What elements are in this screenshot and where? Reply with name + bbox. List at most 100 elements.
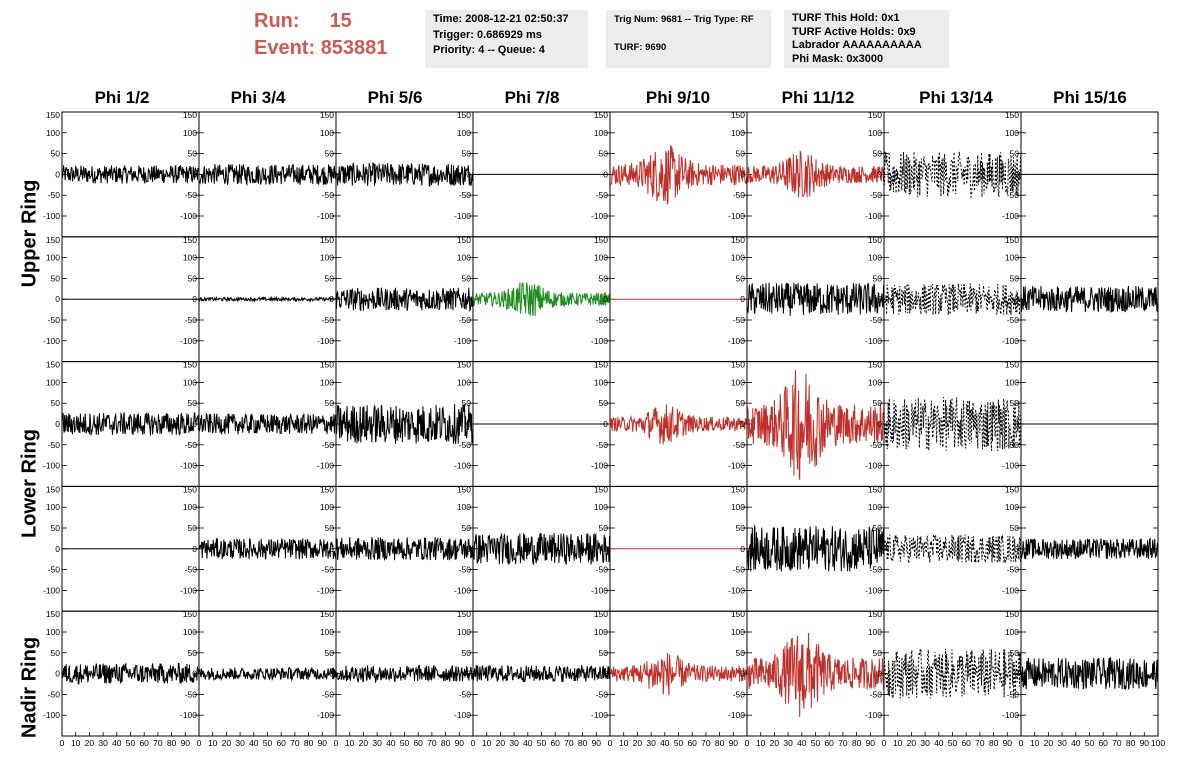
waveform-trace — [198, 295, 337, 303]
y-tick-label: 150 — [1005, 484, 1019, 494]
y-tick-label: -50 — [870, 689, 883, 699]
x-tick-label: 0 — [471, 738, 476, 748]
x-tick-label: 30 — [646, 738, 656, 748]
y-tick-label: -50 — [1007, 440, 1020, 450]
y-tick-label: -50 — [596, 190, 609, 200]
y-tick-label: -100 — [865, 461, 882, 471]
x-tick-label: 50 — [400, 738, 410, 748]
y-tick-label: -100 — [591, 336, 608, 346]
column-title-phi-15-16: Phi 15/16 — [1053, 88, 1127, 107]
waveform-trace — [198, 537, 337, 560]
y-tick-label: -100 — [865, 211, 882, 221]
x-tick-label: 10 — [756, 738, 766, 748]
x-tick-label: 90 — [729, 738, 739, 748]
y-tick-label: -100 — [317, 336, 334, 346]
y-tick-label: 50 — [462, 523, 472, 533]
y-tick-label: 100 — [731, 128, 745, 138]
x-tick-label: 10 — [619, 738, 629, 748]
x-tick-label: 80 — [304, 738, 314, 748]
y-tick-label: -50 — [870, 190, 883, 200]
run-value: 15 — [329, 10, 352, 32]
priority-line: Priority: 4 -- Queue: 4 — [433, 44, 545, 56]
x-tick-label: 40 — [660, 738, 670, 748]
y-tick-label: 0 — [329, 169, 334, 179]
x-tick-label: 50 — [126, 738, 136, 748]
x-tick-label: 20 — [359, 738, 369, 748]
y-tick-label: 50 — [51, 149, 61, 159]
y-tick-label: -100 — [591, 585, 608, 595]
x-tick-label: 80 — [1126, 738, 1136, 748]
x-tick-label: 90 — [592, 738, 602, 748]
y-tick-label: 150 — [457, 235, 471, 245]
y-tick-label: 150 — [594, 484, 608, 494]
y-tick-label: 0 — [877, 544, 882, 554]
waveform-trace — [883, 283, 1022, 315]
y-tick-label: -50 — [459, 315, 472, 325]
y-tick-label: -50 — [733, 190, 746, 200]
y-tick-label: -50 — [733, 315, 746, 325]
x-tick-label: 40 — [386, 738, 396, 748]
y-tick-label: 100 — [594, 128, 608, 138]
y-tick-label: 100 — [46, 253, 60, 263]
y-tick-label: -100 — [591, 461, 608, 471]
run-event-block: Run: 15 Event: 853881 — [254, 8, 387, 62]
y-tick-label: 0 — [1014, 544, 1019, 554]
y-tick-label: -100 — [317, 211, 334, 221]
x-tick-label: 20 — [907, 738, 917, 748]
waveform-trace — [198, 667, 337, 682]
y-tick-label: -100 — [43, 710, 60, 720]
y-tick-label: -100 — [317, 710, 334, 720]
y-tick-label: -50 — [1007, 315, 1020, 325]
y-tick-label: 0 — [1014, 169, 1019, 179]
y-tick-label: -50 — [322, 565, 335, 575]
y-tick-label: 150 — [183, 360, 197, 370]
waveform-trace — [61, 411, 200, 436]
y-tick-label: 50 — [736, 648, 746, 658]
x-tick-label: 40 — [1071, 738, 1081, 748]
waveform-trace — [1020, 656, 1159, 690]
waveform-trace — [472, 281, 611, 316]
event-line: Event: 853881 — [254, 35, 387, 62]
waveform-trace — [883, 397, 1022, 452]
y-tick-label: 100 — [457, 253, 471, 263]
y-tick-label: 150 — [320, 235, 334, 245]
y-tick-label: 100 — [320, 128, 334, 138]
y-tick-label: 100 — [46, 377, 60, 387]
x-tick-label: 50 — [263, 738, 273, 748]
x-tick-label: 80 — [715, 738, 725, 748]
y-tick-label: 50 — [736, 398, 746, 408]
waveform-trace — [746, 369, 885, 480]
y-tick-label: 150 — [183, 484, 197, 494]
y-tick-label: 100 — [457, 627, 471, 637]
y-tick-label: 50 — [1010, 398, 1020, 408]
y-tick-label: -50 — [1007, 190, 1020, 200]
x-tick-label: 10 — [1030, 738, 1040, 748]
phi-mask-line: Phi Mask: 0x3000 — [792, 52, 884, 65]
y-tick-label: 50 — [51, 273, 61, 283]
x-tick-label: 10 — [345, 738, 355, 748]
run-line: Run: 15 — [254, 8, 387, 35]
x-tick-label: 60 — [550, 738, 560, 748]
y-tick-label: 150 — [320, 609, 334, 619]
y-tick-label: 50 — [51, 398, 61, 408]
x-tick-label: 70 — [701, 738, 711, 748]
y-tick-label: 150 — [183, 110, 197, 120]
y-tick-label: -100 — [1002, 710, 1019, 720]
trigger-info-box: Trig Num: 9681 -- Trig Type: RF TURF: 96… — [606, 10, 771, 68]
y-tick-label: 50 — [188, 523, 198, 533]
x-tick-label: 30 — [509, 738, 519, 748]
x-tick-label: 10 — [208, 738, 218, 748]
x-tick-label: 30 — [98, 738, 108, 748]
y-tick-label: 0 — [877, 169, 882, 179]
y-tick-label: 0 — [466, 419, 471, 429]
y-tick-label: 0 — [55, 169, 60, 179]
y-tick-label: 100 — [320, 377, 334, 387]
x-tick-label: 0 — [882, 738, 887, 748]
y-tick-label: -100 — [317, 585, 334, 595]
y-tick-label: -50 — [48, 190, 61, 200]
turf-line: TURF: 9690 — [614, 41, 667, 53]
y-tick-label: -100 — [728, 461, 745, 471]
y-tick-label: 0 — [740, 419, 745, 429]
x-tick-label: 40 — [934, 738, 944, 748]
time-info-box: Time: 2008-12-21 02:50:37 Trigger: 0.686… — [425, 10, 588, 68]
